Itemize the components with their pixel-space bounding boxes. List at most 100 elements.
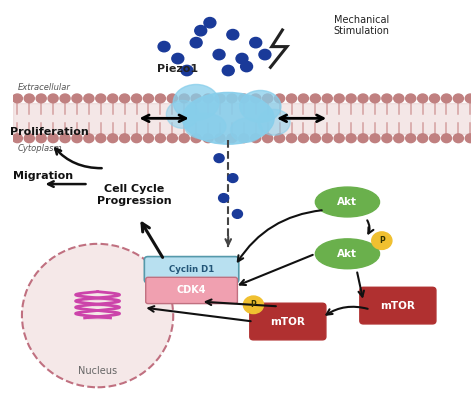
Circle shape [243,296,264,314]
Circle shape [239,94,249,103]
Circle shape [394,134,404,143]
Circle shape [222,65,234,76]
Text: P: P [379,236,385,245]
Ellipse shape [166,101,199,128]
Circle shape [214,154,224,162]
Circle shape [429,134,439,143]
Circle shape [72,94,82,103]
Circle shape [274,94,284,103]
Text: Nucleus: Nucleus [78,366,117,377]
Circle shape [299,94,309,103]
Circle shape [12,94,22,103]
Circle shape [179,134,189,143]
Circle shape [263,94,273,103]
Circle shape [370,134,380,143]
Text: Cyclin D1: Cyclin D1 [169,265,214,274]
Text: Extracellular: Extracellular [18,84,70,93]
FancyBboxPatch shape [250,303,326,340]
Circle shape [155,94,165,103]
Circle shape [251,94,261,103]
Circle shape [72,134,82,143]
Circle shape [418,134,428,143]
Circle shape [179,94,189,103]
Text: mTOR: mTOR [381,301,415,311]
Circle shape [441,94,452,103]
Circle shape [195,25,207,36]
Circle shape [215,134,225,143]
Circle shape [84,134,94,143]
Circle shape [131,134,142,143]
Circle shape [24,134,34,143]
Text: Migration: Migration [12,171,73,181]
Circle shape [119,94,130,103]
Text: Piezo1: Piezo1 [157,65,199,74]
Ellipse shape [258,109,290,135]
Circle shape [274,134,284,143]
Circle shape [119,134,130,143]
Circle shape [382,94,392,103]
Circle shape [236,53,248,64]
Circle shape [334,134,344,143]
Circle shape [358,134,368,143]
Circle shape [465,94,474,103]
Circle shape [429,94,439,103]
Circle shape [172,53,184,64]
Circle shape [418,94,428,103]
Circle shape [394,94,404,103]
Circle shape [346,94,356,103]
Circle shape [181,65,193,76]
Circle shape [203,94,213,103]
Circle shape [358,94,368,103]
Circle shape [441,134,452,143]
Circle shape [370,94,380,103]
Circle shape [286,94,297,103]
Ellipse shape [240,90,281,122]
Circle shape [204,17,216,28]
Circle shape [286,134,297,143]
Circle shape [12,134,22,143]
Circle shape [322,134,332,143]
FancyBboxPatch shape [146,277,237,303]
Ellipse shape [182,93,274,144]
Text: Cell Cycle
Progression: Cell Cycle Progression [97,184,172,206]
Circle shape [241,61,253,72]
Circle shape [131,94,142,103]
Circle shape [108,134,118,143]
Text: Akt: Akt [337,197,357,207]
Bar [13,103,471,134]
Circle shape [227,134,237,143]
Circle shape [144,94,154,103]
Circle shape [299,134,309,143]
Circle shape [219,194,228,202]
Circle shape [227,29,239,40]
Text: CDK4: CDK4 [177,286,206,295]
Text: Proliferation: Proliferation [10,127,89,137]
Text: Mechanical
Stimulation: Mechanical Stimulation [334,15,390,36]
Circle shape [213,49,225,60]
Circle shape [310,134,320,143]
Circle shape [453,134,464,143]
Circle shape [232,210,243,218]
Circle shape [453,94,464,103]
Circle shape [36,134,46,143]
Circle shape [36,94,46,103]
Circle shape [372,232,392,249]
Text: P: P [251,300,256,309]
FancyBboxPatch shape [360,287,436,324]
Circle shape [259,49,271,60]
Text: Cytoplasm: Cytoplasm [18,144,62,153]
Ellipse shape [173,84,219,120]
Circle shape [310,94,320,103]
Ellipse shape [230,118,263,142]
Text: Akt: Akt [337,249,357,259]
Ellipse shape [315,239,380,269]
Circle shape [263,134,273,143]
Circle shape [158,42,170,52]
Circle shape [215,94,225,103]
Circle shape [144,134,154,143]
Ellipse shape [185,114,226,139]
Circle shape [24,94,34,103]
Text: mTOR: mTOR [270,316,305,326]
Circle shape [167,134,177,143]
Circle shape [228,174,238,183]
